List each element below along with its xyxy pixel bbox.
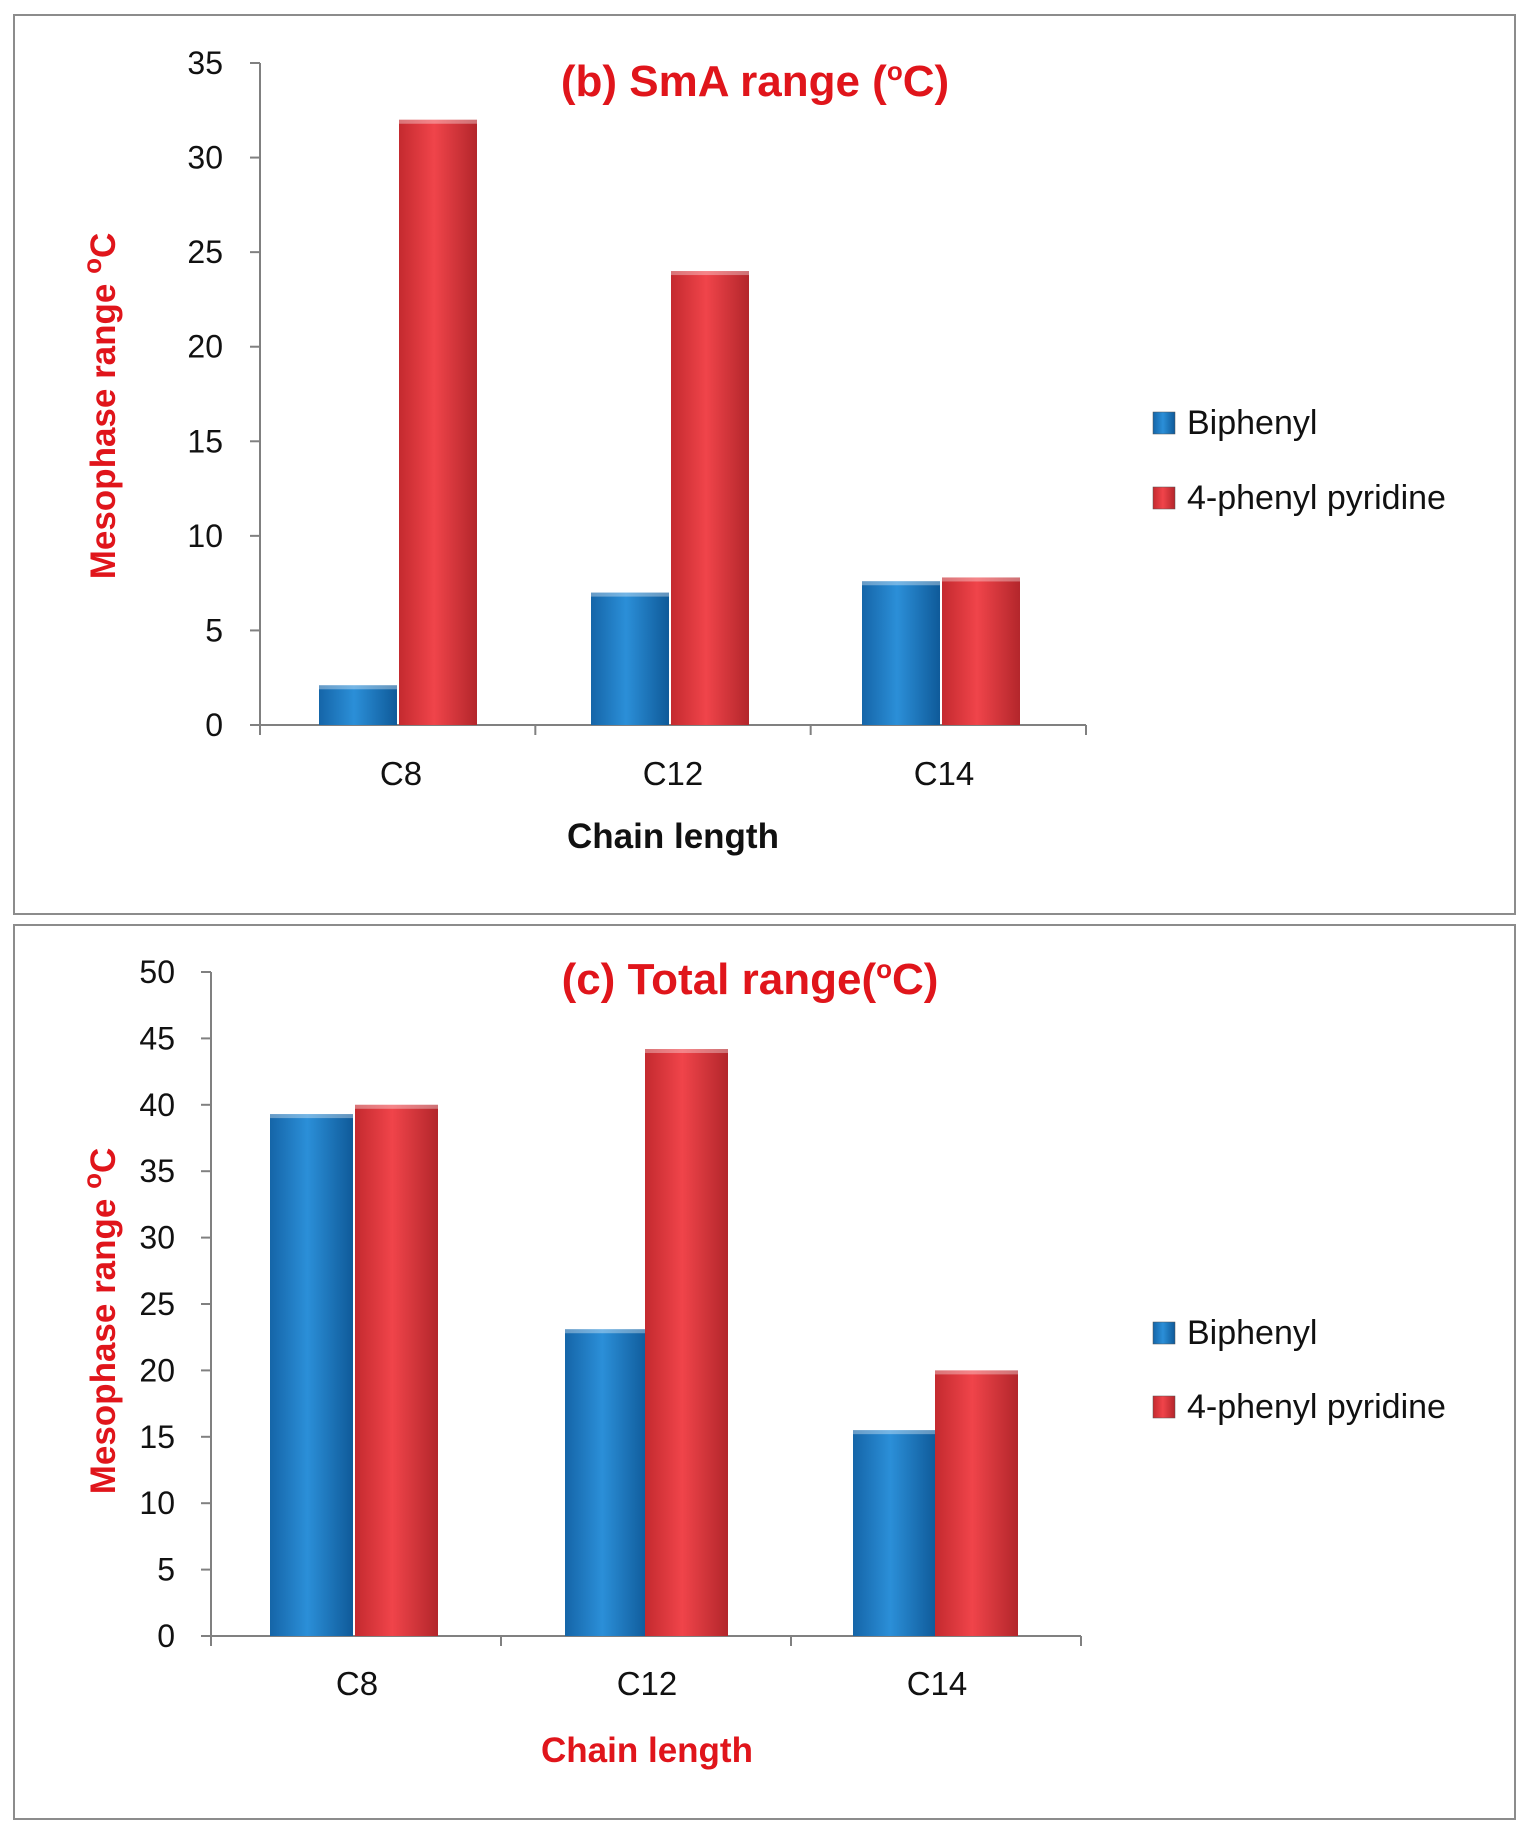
bar-4-phenyl-pyridine-c12	[671, 271, 749, 725]
plot-area: 0 5 10 15 20 25 30 35 40 45 50 C8 C12 C14	[139, 954, 1082, 1702]
y-tick-label: 0	[205, 707, 223, 743]
bar-top-bevel	[565, 1329, 648, 1334]
x-tick-label: C8	[336, 1665, 378, 1702]
bar-top-bevel	[355, 1104, 438, 1109]
legend-swatch-biphenyl	[1152, 411, 1176, 435]
legend-swatch-4-phenyl-pyridine	[1152, 1395, 1176, 1419]
legend-label-4-phenyl-pyridine: 4-phenyl pyridine	[1187, 479, 1446, 517]
plot-area: 0 5 10 15 20 25 30 35 C8 C12 C14	[187, 45, 1087, 792]
bar-biphenyl-c8	[270, 1114, 353, 1636]
legend-label-4-phenyl-pyridine: 4-phenyl pyridine	[1187, 1388, 1446, 1426]
bar-4-phenyl-pyridine-c12	[645, 1049, 728, 1636]
bar-biphenyl-c8	[319, 685, 397, 725]
legend-swatch-biphenyl	[1152, 1321, 1176, 1345]
y-tick-label: 45	[139, 1020, 175, 1056]
bar-top-bevel	[853, 1430, 936, 1435]
legend-label-biphenyl: Biphenyl	[1187, 1314, 1317, 1352]
chart-panel-total-range: (c) Total range(oC) Mesophase range oC C…	[13, 924, 1516, 1820]
y-tick-label: 30	[139, 1220, 175, 1256]
chart-title: (b) SmA range (oC)	[561, 56, 949, 106]
bar-4-phenyl-pyridine-c8	[399, 119, 477, 725]
y-tick-label: 25	[139, 1286, 175, 1322]
bar-4-phenyl-pyridine-c8	[355, 1104, 438, 1636]
y-tick-label: 0	[157, 1618, 175, 1654]
legend: Biphenyl 4-phenyl pyridine	[1152, 1314, 1446, 1426]
y-tick-label: 40	[139, 1087, 175, 1123]
y-tick-label: 20	[139, 1352, 175, 1388]
bar-biphenyl-c12	[591, 592, 669, 725]
bar-top-bevel	[671, 271, 749, 276]
bar-4-phenyl-pyridine-c14	[942, 577, 1020, 725]
y-tick-label: 50	[139, 954, 175, 990]
bar-4-phenyl-pyridine-c14	[935, 1370, 1018, 1636]
x-axis-label: Chain length	[567, 817, 779, 856]
x-tick-label: C14	[914, 755, 975, 792]
y-tick-label: 5	[157, 1552, 175, 1588]
legend-swatch-4-phenyl-pyridine	[1152, 486, 1176, 510]
x-tick-label: C8	[380, 755, 422, 792]
y-tick-label: 5	[205, 612, 223, 648]
bar-top-bevel	[399, 119, 477, 124]
bar-biphenyl-c12	[565, 1329, 648, 1636]
x-tick-label: C12	[617, 1665, 678, 1702]
y-tick-label: 15	[187, 423, 223, 459]
bar-top-bevel	[270, 1114, 353, 1119]
bar-top-bevel	[862, 581, 940, 586]
x-axis-label: Chain length	[541, 1731, 753, 1770]
bar-top-bevel	[645, 1049, 728, 1054]
legend-label-biphenyl: Biphenyl	[1187, 404, 1317, 442]
x-tick-label: C14	[907, 1665, 968, 1702]
y-axis-label: Mesophase range oC	[77, 233, 123, 580]
bar-top-bevel	[319, 685, 397, 690]
bar-biphenyl-c14	[862, 581, 940, 725]
bar-biphenyl-c14	[853, 1430, 936, 1636]
chart-panel-smA-range: (b) SmA range (oC) Mesophase range oC Ch…	[13, 14, 1516, 915]
y-tick-label: 15	[139, 1419, 175, 1455]
y-tick-label: 25	[187, 234, 223, 270]
smA-range-chart: (b) SmA range (oC) Mesophase range oC Ch…	[77, 45, 1446, 856]
total-range-chart: (c) Total range(oC) Mesophase range oC C…	[77, 954, 1446, 1770]
legend: Biphenyl 4-phenyl pyridine	[1152, 404, 1446, 517]
y-tick-label: 10	[139, 1485, 175, 1521]
y-tick-label: 35	[139, 1153, 175, 1189]
x-tick-label: C12	[643, 755, 704, 792]
y-tick-label: 30	[187, 140, 223, 176]
bar-top-bevel	[935, 1370, 1018, 1375]
y-axis-label: Mesophase range oC	[77, 1148, 123, 1495]
chart-title: (c) Total range(oC)	[562, 954, 939, 1004]
bar-top-bevel	[942, 577, 1020, 582]
bar-top-bevel	[591, 592, 669, 597]
y-tick-label: 20	[187, 329, 223, 365]
y-tick-label: 10	[187, 518, 223, 554]
y-tick-label: 35	[187, 45, 223, 81]
